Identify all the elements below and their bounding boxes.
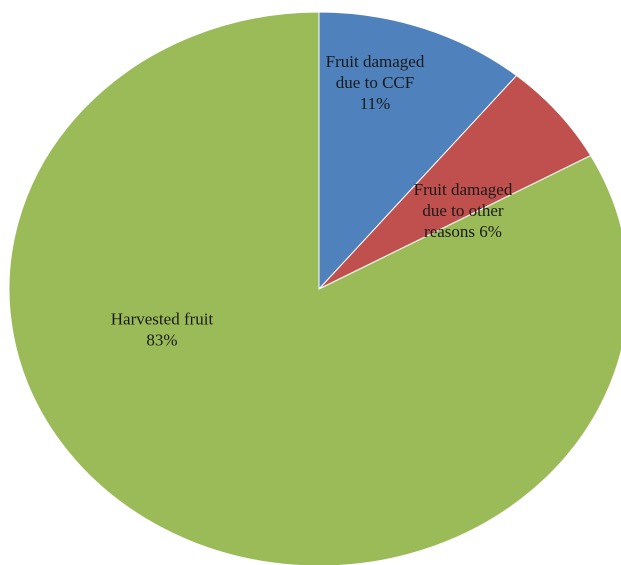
pie-slices bbox=[8, 11, 621, 565]
slice-label-line: Fruit damaged bbox=[414, 180, 513, 199]
slice-label-line: 83% bbox=[146, 331, 177, 350]
pie-labels: Fruit damaged due to CCF 11% Fruit damaged d… bbox=[111, 52, 513, 350]
slice-label-1: Fruit damaged due to CCF 11% bbox=[326, 52, 425, 113]
slice-label-line: reasons 6% bbox=[424, 222, 502, 241]
slice-label-line: Fruit damaged bbox=[326, 52, 425, 71]
pie-slice-3 bbox=[8, 11, 621, 565]
slice-label-3: Harvested fruit 83% bbox=[111, 310, 214, 350]
slice-label-line: Harvested fruit bbox=[111, 310, 214, 329]
slice-label-2: Fruit damaged due to other reasons 6% bbox=[414, 180, 513, 241]
pie-slice-1 bbox=[318, 11, 518, 291]
slice-label-line: due to other bbox=[422, 201, 504, 220]
slice-label-line: due to CCF bbox=[336, 73, 414, 92]
slice-label-line: 11% bbox=[360, 94, 391, 113]
